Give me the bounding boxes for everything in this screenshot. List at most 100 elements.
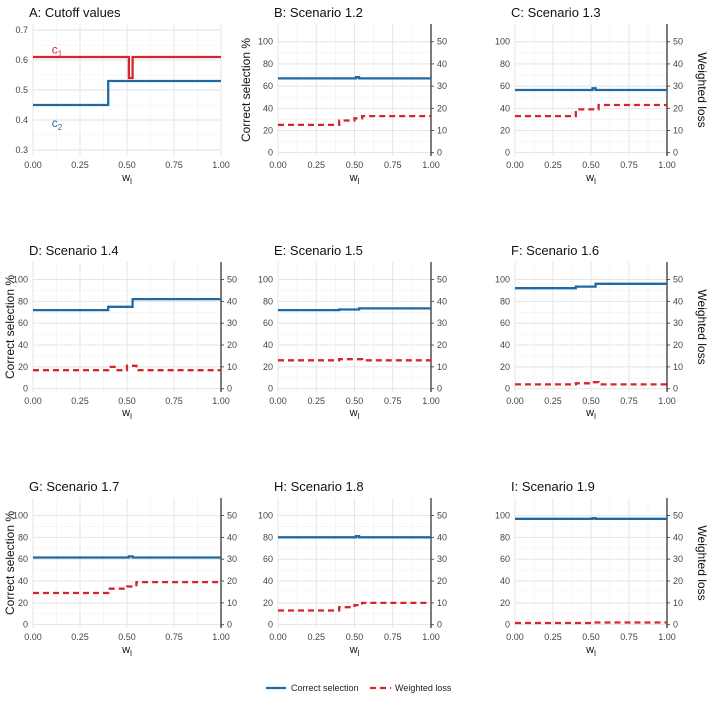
x-tick-label: 0.50 (118, 632, 136, 642)
panel-title: E: Scenario 1.5 (274, 243, 363, 258)
y-tick-label: 0 (23, 620, 28, 630)
y-tick-label: 100 (258, 510, 273, 520)
y2-tick-label: 20 (227, 340, 237, 350)
y2-tick-label: 40 (673, 532, 683, 542)
x-tick-label: 0.00 (506, 396, 524, 406)
y-tick-label: 80 (18, 296, 28, 306)
y-tick-label: 0 (268, 148, 273, 158)
x-tick-label: 1.00 (212, 396, 230, 406)
x-tick-label: 0.75 (384, 632, 402, 642)
x-axis-label: wl (349, 644, 360, 658)
y-tick-label: 0 (268, 620, 273, 630)
legend: Correct selection Weighted loss (266, 683, 452, 693)
x-tick-label: 0.50 (582, 396, 600, 406)
x-tick-label: 0.50 (346, 160, 364, 170)
y2-tick-label: 0 (437, 384, 442, 394)
y2-tick-label: 0 (437, 620, 442, 630)
y-tick-label: 60 (500, 554, 510, 564)
legend-label-correct-selection: Correct selection (291, 683, 359, 693)
y2-tick-label: 30 (673, 81, 683, 91)
x-tick-label: 0.75 (620, 160, 638, 170)
y-tick-label: 40 (500, 340, 510, 350)
x-tick-label: 0.75 (620, 396, 638, 406)
y-tick-label: 80 (263, 59, 273, 69)
series-line-weighted-loss (515, 103, 667, 118)
x-tick-label: 0.25 (307, 160, 325, 170)
y2-tick-label: 40 (437, 532, 447, 542)
x-tick-label: 0.00 (24, 160, 42, 170)
y-tick-label: 60 (500, 81, 510, 91)
series-line-weighted-loss (515, 621, 667, 625)
x-tick-label: 0.00 (269, 632, 287, 642)
y2-tick-label: 40 (437, 59, 447, 69)
y-tick-label: 100 (495, 274, 510, 284)
x-tick-label: 0.50 (346, 632, 364, 642)
series-line-correct-selection (515, 87, 667, 92)
y2-tick-label: 40 (227, 532, 237, 542)
x-tick-label: 0.25 (71, 632, 89, 642)
y2-tick-label: 30 (227, 554, 237, 564)
x-tick-label: 0.75 (165, 396, 183, 406)
x-tick-label: 0.00 (24, 396, 42, 406)
x-tick-label: 0.25 (307, 396, 325, 406)
panel-title: G: Scenario 1.7 (29, 479, 119, 494)
left-axis-title: Correct selection % (239, 38, 253, 142)
y2-tick-label: 20 (673, 340, 683, 350)
y2-tick-label: 10 (437, 125, 447, 135)
y-tick-label: 20 (500, 362, 510, 372)
x-tick-label: 0.50 (118, 396, 136, 406)
y-tick-label: 40 (18, 576, 28, 586)
series-line-correct-selection (278, 535, 431, 539)
y2-tick-label: 50 (227, 510, 237, 520)
panel-title: D: Scenario 1.4 (29, 243, 119, 258)
x-tick-label: 0.75 (165, 160, 183, 170)
y2-tick-label: 50 (437, 37, 447, 47)
x-tick-label: 0.25 (544, 632, 562, 642)
x-tick-label: 0.75 (620, 632, 638, 642)
y2-tick-label: 10 (227, 362, 237, 372)
panel-title: C: Scenario 1.3 (511, 5, 601, 20)
y-tick-label: 100 (13, 274, 28, 284)
y-tick-label: 100 (495, 510, 510, 520)
y2-tick-label: 0 (673, 148, 678, 158)
y-tick-label: 60 (263, 318, 273, 328)
y2-tick-label: 20 (227, 576, 237, 586)
x-tick-label: 0.00 (506, 632, 524, 642)
y-tick-label: 40 (18, 340, 28, 350)
y2-tick-label: 40 (673, 296, 683, 306)
series-line-weighted-loss (33, 364, 221, 372)
y-tick-label: 20 (18, 598, 28, 608)
x-tick-label: 1.00 (212, 632, 230, 642)
y2-tick-label: 30 (673, 554, 683, 564)
y-tick-label: 20 (263, 125, 273, 135)
x-tick-label: 1.00 (658, 632, 676, 642)
series-line-correct-selection (33, 555, 221, 559)
series-line-weighted-loss (278, 601, 431, 612)
x-tick-label: 0.75 (384, 160, 402, 170)
x-tick-label: 0.00 (506, 160, 524, 170)
x-tick-label: 1.00 (658, 396, 676, 406)
y-tick-label: 0.3 (15, 145, 28, 155)
y2-tick-label: 0 (227, 620, 232, 630)
x-tick-label: 0.00 (269, 396, 287, 406)
series-label-c1: c1 (52, 43, 63, 59)
right-axis-title: Weighted loss (695, 525, 709, 600)
y-tick-label: 60 (263, 81, 273, 91)
series-line-weighted-loss (278, 358, 431, 362)
y-tick-label: 40 (500, 103, 510, 113)
x-tick-label: 0.50 (118, 160, 136, 170)
y-tick-label: 100 (13, 510, 28, 520)
y-tick-label: 60 (18, 318, 28, 328)
y-tick-label: 0 (505, 384, 510, 394)
y-tick-label: 0 (505, 620, 510, 630)
y2-tick-label: 50 (437, 274, 447, 284)
y-tick-label: 80 (18, 532, 28, 542)
y2-tick-label: 40 (227, 296, 237, 306)
x-axis-label: wl (585, 644, 596, 658)
y-tick-label: 60 (18, 554, 28, 564)
